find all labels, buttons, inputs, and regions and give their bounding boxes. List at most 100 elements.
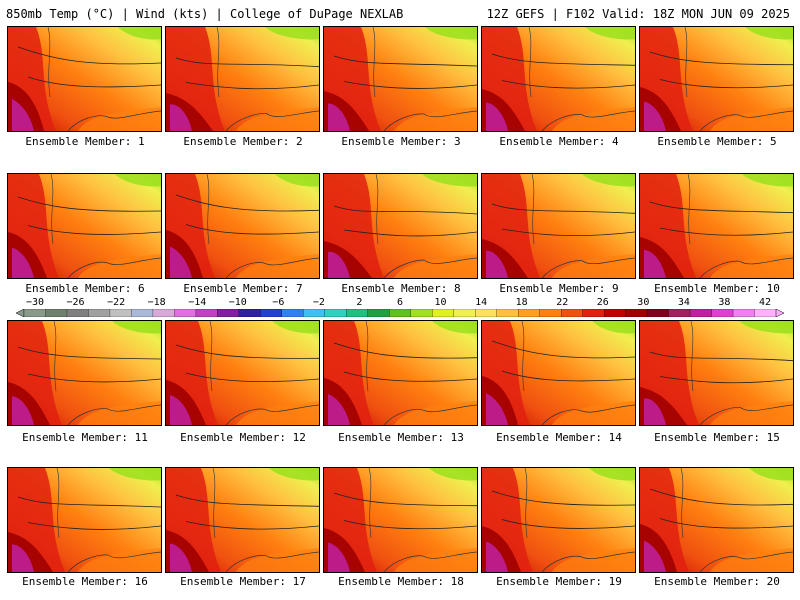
colorbar-segment (109, 309, 132, 317)
colorbar-segment (367, 309, 390, 317)
ensemble-member-map-10 (639, 173, 794, 279)
ensemble-member-label: Ensemble Member: 16 (22, 575, 148, 588)
ensemble-member-map-15 (639, 320, 794, 426)
ensemble-member-label: Ensemble Member: 4 (499, 135, 619, 148)
header-right: 12Z GEFS | F102 Valid: 18Z MON JUN 09 20… (486, 7, 790, 21)
ensemble-member-map-9 (481, 173, 636, 279)
ensemble-member-map-7 (165, 173, 320, 279)
ensemble-member-map-4 (481, 26, 636, 132)
ensemble-member-map-16 (7, 467, 162, 573)
colorbar-segment (732, 309, 755, 317)
colorbar-segment (195, 309, 218, 317)
colorbar-tick-labels: −30 −26 −22 −18 −14 −10 −6 −2 2 6 10 14 18 22 26 30 34 38… (0, 297, 800, 309)
colorbar-segment (152, 309, 175, 317)
colorbar-segment (389, 309, 412, 317)
colorbar-right-arrow (775, 309, 784, 317)
ensemble-member-map-6 (7, 173, 162, 279)
colorbar-tick-label: 10 (434, 297, 447, 308)
ensemble-member-map-17 (165, 467, 320, 573)
ensemble-member-label: Ensemble Member: 15 (654, 431, 780, 444)
ensemble-member-label: Ensemble Member: 19 (496, 575, 622, 588)
colorbar-tick-label: −30 (25, 297, 45, 308)
colorbar-tick-label: −22 (107, 297, 126, 308)
ensemble-member-label: Ensemble Member: 18 (338, 575, 464, 588)
header-left: 850mb Temp (°C) | Wind (kts) | College o… (6, 7, 404, 21)
ensemble-member-label: Ensemble Member: 11 (22, 431, 148, 444)
colorbar-segment (432, 309, 455, 317)
ensemble-member-label: Ensemble Member: 2 (183, 135, 303, 148)
ensemble-member-label: Ensemble Member: 6 (25, 282, 145, 295)
ensemble-member-map-5 (639, 26, 794, 132)
colorbar-segment (66, 309, 89, 317)
colorbar-segment (453, 309, 476, 317)
colorbar-segment (23, 309, 46, 317)
colorbar-tick-label: 34 (677, 297, 690, 308)
ensemble-member-label: Ensemble Member: 5 (657, 135, 777, 148)
ensemble-member-label: Ensemble Member: 3 (341, 135, 461, 148)
ensemble-member-map-13 (323, 320, 478, 426)
ensemble-member-map-14 (481, 320, 636, 426)
colorbar-tick-label: 2 (356, 297, 363, 308)
ensemble-member-map-19 (481, 467, 636, 573)
colorbar-tick-label: 42 (758, 297, 772, 308)
colorbar-tick-label: −10 (228, 297, 247, 308)
ensemble-member-label: Ensemble Member: 12 (180, 431, 306, 444)
colorbar-segment (625, 309, 648, 317)
colorbar-segment (131, 309, 154, 317)
ensemble-member-map-8 (323, 173, 478, 279)
colorbar-segment (45, 309, 68, 317)
colorbar-segment (603, 309, 627, 317)
colorbar-tick-label: 30 (637, 297, 650, 308)
colorbar-tick-label: 26 (596, 297, 609, 308)
colorbar-segment (217, 309, 240, 317)
colorbar-tick-label: 6 (396, 297, 404, 308)
colorbar-tick-label: 22 (556, 297, 569, 308)
colorbar-segment (711, 309, 734, 317)
colorbar-segment (475, 309, 498, 317)
ensemble-member-map-2 (165, 26, 320, 132)
ensemble-member-label: Ensemble Member: 17 (180, 575, 306, 588)
ensemble-member-map-1 (7, 26, 162, 132)
colorbar-segment (560, 309, 584, 317)
temperature-colorbar (16, 309, 784, 317)
ensemble-member-map-18 (323, 467, 478, 573)
colorbar-segment (754, 309, 777, 317)
ensemble-member-label: Ensemble Member: 1 (25, 135, 145, 148)
colorbar-segment (582, 309, 605, 317)
ensemble-member-label: Ensemble Member: 14 (496, 431, 622, 444)
colorbar-tick-label: −6 (272, 297, 285, 308)
ensemble-member-map-3 (323, 26, 478, 132)
colorbar-segment (646, 309, 670, 317)
ensemble-member-label: Ensemble Member: 10 (654, 282, 780, 295)
colorbar-segment (410, 309, 433, 317)
colorbar-tick-label: 14 (475, 297, 488, 308)
colorbar-segment (174, 309, 197, 317)
colorbar-segment (281, 309, 304, 317)
ensemble-member-map-11 (7, 320, 162, 426)
ensemble-member-label: Ensemble Member: 7 (183, 282, 303, 295)
colorbar-segment (88, 309, 111, 317)
colorbar-segment (496, 309, 519, 317)
colorbar-segment (689, 309, 712, 317)
colorbar-tick-label: −2 (312, 297, 325, 308)
ensemble-member-label: Ensemble Member: 9 (499, 282, 619, 295)
ensemble-member-label: Ensemble Member: 8 (341, 282, 461, 295)
ensemble-member-label: Ensemble Member: 20 (654, 575, 780, 588)
colorbar-segment (260, 309, 283, 317)
colorbar-tick-label: −18 (147, 297, 166, 308)
ensemble-member-label: Ensemble Member: 13 (338, 431, 464, 444)
colorbar-segment (668, 309, 691, 317)
ensemble-member-map-12 (165, 320, 320, 426)
colorbar-tick-label: −26 (66, 297, 85, 308)
colorbar-segment (346, 309, 369, 317)
colorbar-segment (324, 309, 347, 317)
colorbar-segment (539, 309, 562, 317)
colorbar-tick-label: 18 (515, 297, 528, 308)
ensemble-member-map-20 (639, 467, 794, 573)
colorbar-segment (238, 309, 261, 317)
colorbar-tick-label: 38 (718, 297, 731, 308)
colorbar-tick-label: −14 (188, 297, 207, 308)
colorbar-segment (303, 309, 326, 317)
colorbar-left-arrow (16, 309, 25, 317)
